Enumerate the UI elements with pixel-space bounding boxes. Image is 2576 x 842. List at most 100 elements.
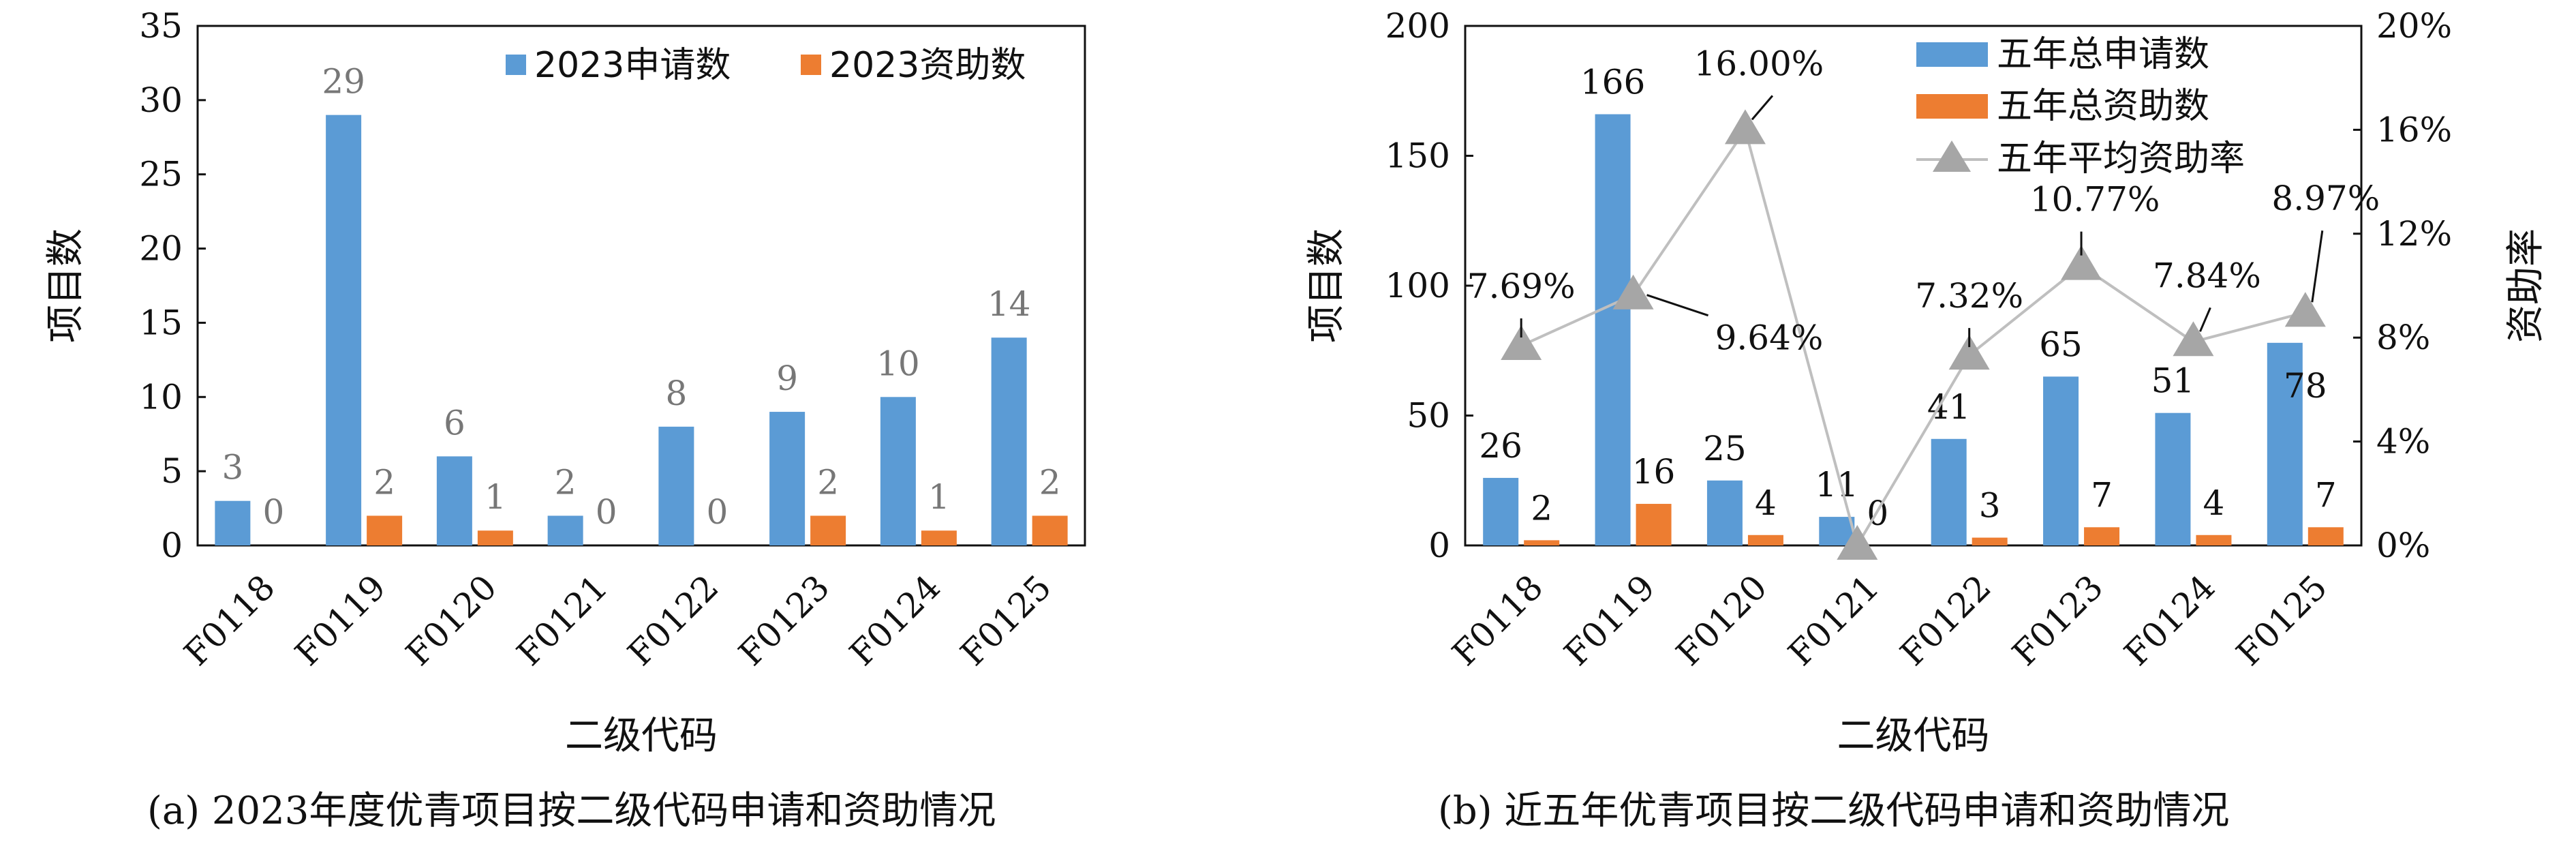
data-label-applications-F0125: 14 xyxy=(987,284,1031,324)
x-tick-label-F0120: F0120 xyxy=(399,567,505,674)
rate-label-F0118: 7.69% xyxy=(1467,267,1576,306)
y-tick-label: 0 xyxy=(1428,526,1450,565)
rate-marker-F0123 xyxy=(2061,245,2102,280)
y2-tick-label: 0% xyxy=(2376,526,2430,565)
rate-label-leader-F0119 xyxy=(1646,294,1709,317)
caption-a: (a) 2023年度优青项目按二级代码申请和资助情况 xyxy=(147,789,996,833)
data-label-applications-F0118: 26 xyxy=(1479,426,1522,466)
data-label-applications-F0122: 41 xyxy=(1927,387,1971,427)
legend-marker-rate xyxy=(1933,140,1971,172)
legend-swatch-funded xyxy=(801,55,821,75)
x-tick-label-F0118: F0118 xyxy=(1445,567,1551,674)
x-tick-label-F0119: F0119 xyxy=(288,567,394,674)
bar-funded-F0124 xyxy=(2196,535,2232,545)
data-label-funded-F0123: 7 xyxy=(2091,475,2113,515)
bar-funded-F0119 xyxy=(1636,504,1672,545)
rate-marker-F0122 xyxy=(1948,335,1990,370)
data-label-applications-F0123: 65 xyxy=(2039,325,2083,364)
x-tick-label-F0125: F0125 xyxy=(953,567,1059,674)
rate-label-F0119: 9.64% xyxy=(1715,318,1824,358)
y-axis-title: 项目数 xyxy=(44,228,88,343)
data-label-funded-F0119: 2 xyxy=(373,462,395,502)
rate-marker-F0121 xyxy=(1837,525,1878,560)
bar-applications-F0118 xyxy=(1483,477,1519,545)
rate-label-F0125: 8.97% xyxy=(2271,179,2380,218)
data-label-funded-F0125: 2 xyxy=(1039,462,1061,502)
y2-tick-label: 20% xyxy=(2376,6,2452,46)
bar-funded-F0124 xyxy=(921,530,957,545)
bar-funded-F0119 xyxy=(367,515,403,545)
y2-tick-label: 8% xyxy=(2376,318,2430,357)
legend-swatch-applications xyxy=(506,55,526,75)
bar-applications-F0123 xyxy=(2043,376,2079,545)
bar-applications-F0119 xyxy=(1595,114,1631,546)
data-label-funded-F0122: 3 xyxy=(1979,486,2001,526)
y-tick-label: 200 xyxy=(1385,6,1450,46)
rate-label-F0122: 7.32% xyxy=(1915,276,2023,316)
rate-label-leader-F0124 xyxy=(2199,307,2211,332)
x-axis-title: 二级代码 xyxy=(1837,714,1990,758)
bar-applications-F0121 xyxy=(547,515,583,545)
legend-label-funded: 2023资助数 xyxy=(829,45,1026,86)
rate-label-leader-F0125 xyxy=(2311,230,2324,303)
data-label-applications-F0122: 8 xyxy=(665,374,687,413)
data-label-applications-F0124: 10 xyxy=(876,344,920,383)
legend-label-applications: 2023申请数 xyxy=(534,45,731,86)
rate-line xyxy=(1520,126,2306,550)
data-label-funded-F0123: 2 xyxy=(817,462,839,502)
x-tick-label-F0122: F0122 xyxy=(620,567,726,674)
data-label-applications-F0120: 6 xyxy=(444,403,465,442)
y2-axis-title: 资助率 xyxy=(2504,228,2548,343)
x-tick-label-F0121: F0121 xyxy=(509,567,615,674)
bar-funded-F0125 xyxy=(2307,527,2344,545)
bar-applications-F0118 xyxy=(215,500,251,545)
x-tick-label-F0122: F0122 xyxy=(1892,567,1999,674)
plot-frame xyxy=(196,25,1086,547)
rate-label-F0124: 7.84% xyxy=(2153,256,2261,295)
bar-applications-F0124 xyxy=(880,397,916,545)
legend-swatch-funded xyxy=(1916,94,1988,119)
y-tick-label: 30 xyxy=(139,80,183,120)
y-tick-label: 5 xyxy=(161,451,183,491)
chart-a: 0510152025303530F0118292F011961F012020F0… xyxy=(44,6,1086,833)
rate-marker-F0120 xyxy=(1724,109,1766,145)
legend-swatch-applications xyxy=(1916,42,1988,67)
y2-tick-label: 4% xyxy=(2376,422,2430,462)
rate-label-leader-F0120 xyxy=(1751,95,1774,121)
y-tick-label: 100 xyxy=(1385,266,1450,305)
data-label-funded-F0121: 0 xyxy=(596,492,617,532)
rate-marker-F0125 xyxy=(2284,292,2326,327)
bar-applications-F0120 xyxy=(436,456,472,545)
x-tick-label-F0118: F0118 xyxy=(177,567,283,674)
bar-funded-F0123 xyxy=(810,515,846,545)
rate-label-F0123: 10.77% xyxy=(2030,180,2160,220)
bar-funded-F0120 xyxy=(477,530,513,545)
bar-applications-F0124 xyxy=(2155,412,2191,545)
bar-applications-F0123 xyxy=(769,412,806,545)
bar-funded-F0118 xyxy=(1524,540,1560,545)
caption-b: (b) 近五年优青项目按二级代码申请和资助情况 xyxy=(1438,789,2229,833)
y2-tick-label: 12% xyxy=(2376,214,2452,254)
data-label-applications-F0118: 3 xyxy=(221,448,243,487)
x-tick-label-F0120: F0120 xyxy=(1669,567,1775,674)
data-label-funded-F0124: 4 xyxy=(2203,483,2225,523)
data-label-funded-F0120: 4 xyxy=(1755,483,1777,523)
data-label-funded-F0118: 2 xyxy=(1531,488,1552,528)
x-tick-label-F0123: F0123 xyxy=(2005,567,2111,674)
y-tick-label: 0 xyxy=(161,526,183,565)
x-tick-label-F0124: F0124 xyxy=(842,567,949,674)
x-tick-label-F0124: F0124 xyxy=(2117,567,2223,674)
rate-label-F0120: 16.00% xyxy=(1694,44,1824,83)
bar-applications-F0125 xyxy=(2267,342,2303,545)
rate-marker-F0119 xyxy=(1612,274,1654,310)
bar-applications-F0119 xyxy=(326,115,362,546)
data-label-applications-F0120: 25 xyxy=(1703,429,1747,468)
bar-funded-F0120 xyxy=(1747,535,1783,545)
rate-marker-F0118 xyxy=(1501,325,1542,361)
y-tick-label: 35 xyxy=(139,6,183,46)
data-label-applications-F0119: 29 xyxy=(322,62,365,102)
y-axis-title: 项目数 xyxy=(1304,228,1349,343)
data-label-applications-F0119: 166 xyxy=(1580,63,1645,102)
y-tick-label: 10 xyxy=(139,377,183,417)
